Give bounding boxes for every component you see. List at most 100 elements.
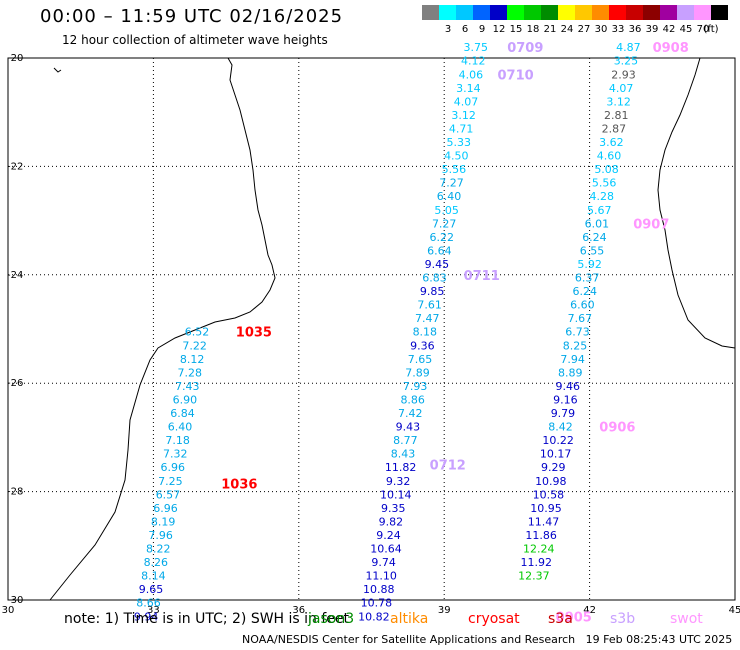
colorbar-label: 9 <box>478 24 486 35</box>
credit-text: NOAA/NESDIS Center for Satellite Applica… <box>242 633 576 646</box>
lat-tick-label: -26 <box>7 378 23 389</box>
wave-height-value: 9.94 <box>134 610 159 623</box>
wave-height-value: 3.75 <box>463 41 488 54</box>
wave-height-value: 9.65 <box>139 583 164 596</box>
map-frame <box>7 57 736 601</box>
colorbar-swatch <box>456 5 473 20</box>
pass-number-label: 0712 <box>430 459 466 474</box>
wave-height-value: 6.96 <box>153 502 178 515</box>
pass-number-label: 0905 <box>556 610 592 625</box>
wave-height-value: 4.60 <box>597 150 622 163</box>
wave-height-value: 7.32 <box>163 448 188 461</box>
wave-height-value: 3.12 <box>451 109 476 122</box>
wave-height-value: 10.64 <box>370 543 402 556</box>
legend-satellite-s3a: s3a <box>548 611 573 627</box>
legend-satellite-jason3: jason3 <box>308 611 355 627</box>
wave-height-value: 6.57 <box>156 488 181 501</box>
wave-height-value: 6.73 <box>565 326 590 339</box>
colorbar-swatch <box>694 5 711 20</box>
wave-height-value: 8.22 <box>146 543 171 556</box>
wave-height-value: 8.18 <box>413 326 438 339</box>
wave-height-value: 11.47 <box>528 515 560 528</box>
legend-satellite-cryosat: cryosat <box>468 611 520 627</box>
colorbar-swatch <box>677 5 694 20</box>
wave-height-value: 8.25 <box>563 339 588 352</box>
wave-height-value: 6.60 <box>570 299 595 312</box>
wave-height-value: 4.28 <box>589 190 614 203</box>
colorbar-unit: (ft) <box>703 24 719 35</box>
pass-number-label: 0908 <box>653 41 689 56</box>
africa-coastline <box>49 57 276 601</box>
colorbar-swatch <box>575 5 592 20</box>
wave-height-value: 8.42 <box>548 421 573 434</box>
wave-height-value: 4.71 <box>449 122 474 135</box>
madagascar-coastline <box>657 57 736 349</box>
lat-lon-grid: 30 33 36 39 42 45 -20 -22 -24 -26 -28 -30 <box>2 53 740 616</box>
colorbar-swatch <box>490 5 507 20</box>
wave-height-value: 7.61 <box>417 299 442 312</box>
lon-tick-label: 36 <box>292 605 305 616</box>
wave-height-value: 7.42 <box>398 407 423 420</box>
wave-height-value: 6.64 <box>427 244 452 257</box>
map-subtitle: 12 hour collection of altimeter wave hei… <box>62 33 328 47</box>
pass-number-label: 1036 <box>221 477 257 492</box>
colorbar-label: 12 <box>492 24 506 35</box>
wave-height-value: 9.29 <box>541 461 566 474</box>
wave-height-value: 7.65 <box>408 353 433 366</box>
colorbar-swatch <box>592 5 609 20</box>
wave-height-value: 9.35 <box>381 502 406 515</box>
wave-height-value: 6.96 <box>161 461 186 474</box>
colorbar-label: 39 <box>645 24 659 35</box>
wave-height-value: 7.96 <box>148 529 173 542</box>
wave-height-value: 4.12 <box>461 55 486 68</box>
wave-height-value: 4.06 <box>459 68 484 81</box>
wave-height-value: 10.17 <box>540 448 572 461</box>
wave-height-value: 8.14 <box>141 570 166 583</box>
lon-tick-label: 42 <box>583 605 596 616</box>
pass-number-label: 0711 <box>464 269 500 284</box>
wave-height-value: 11.10 <box>365 570 397 583</box>
wave-height-value: 8.66 <box>136 597 161 610</box>
wave-height-value: 3.62 <box>599 136 624 149</box>
timestamp: 19 Feb 08:25:43 UTC 2025 <box>585 633 733 646</box>
wave-height-value: 2.87 <box>602 122 627 135</box>
wave-height-value: 10.58 <box>533 488 565 501</box>
wave-height-value: 7.89 <box>405 366 430 379</box>
wave-height-value: 7.27 <box>432 217 457 230</box>
colorbar-label: 33 <box>611 24 625 35</box>
colorbar-label: 42 <box>662 24 676 35</box>
wave-height-value: 5.92 <box>577 258 602 271</box>
legend-satellite-altika: altika <box>390 611 429 627</box>
pass-number-label: 1035 <box>236 326 272 341</box>
colorbar-swatch <box>660 5 677 20</box>
wave-height-value: 9.82 <box>379 515 404 528</box>
wave-height-value: 8.12 <box>180 353 205 366</box>
wave-height-value: 9.16 <box>553 393 578 406</box>
colorbar-label: 45 <box>679 24 693 35</box>
colorbar-swatch <box>626 5 643 20</box>
pass-number-label: 0907 <box>633 217 669 232</box>
colorbar-label: 15 <box>509 24 523 35</box>
lon-tick-label: 45 <box>729 605 740 616</box>
colorbar-swatch <box>541 5 558 20</box>
legend-satellite-s3b: s3b <box>610 611 636 627</box>
wave-height-value: 7.18 <box>165 434 190 447</box>
colorbar-label: 30 <box>594 24 608 35</box>
wave-height-value: 3.25 <box>614 55 639 68</box>
wave-height-value: 6.40 <box>168 421 193 434</box>
wave-height-value: 12.24 <box>523 543 555 556</box>
pass-number-label: 0906 <box>599 421 635 436</box>
wave-height-value: 6.22 <box>430 231 455 244</box>
wave-height-value: 8.89 <box>558 366 583 379</box>
wave-height-value: 9.24 <box>376 529 401 542</box>
colorbar-swatch <box>711 5 728 20</box>
colorbar-label: 27 <box>577 24 591 35</box>
colorbar-swatch <box>558 5 575 20</box>
wave-height-value: 6.40 <box>437 190 462 203</box>
wave-height-value: 8.19 <box>151 515 176 528</box>
wave-height-value: 7.22 <box>182 339 207 352</box>
wave-height-value: 4.50 <box>444 150 469 163</box>
wave-height-value: 9.32 <box>386 475 411 488</box>
wave-height-value: 6.90 <box>173 393 198 406</box>
colorbar-label: 70 <box>696 24 710 35</box>
